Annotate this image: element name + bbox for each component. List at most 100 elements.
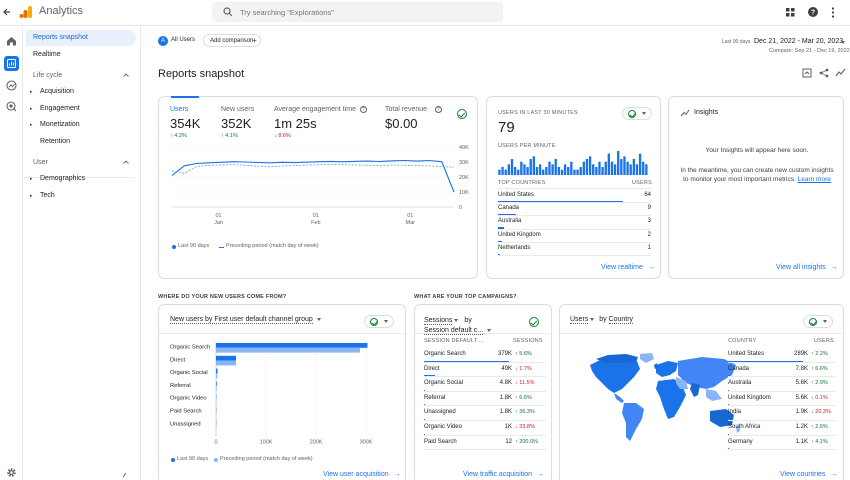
more-vert-icon[interactable]	[831, 7, 835, 18]
section-new-users: Where do your new users come from?	[158, 294, 287, 300]
country-row[interactable]: Canada 7.8K ↑ 6.6%	[728, 366, 836, 380]
per-minute-bar	[523, 164, 526, 175]
country-compare-menu[interactable]	[803, 315, 833, 328]
country-row[interactable]: United States 289K ↑ 2.2%	[728, 351, 836, 365]
per-minute-bar	[604, 161, 607, 175]
metric-tile[interactable]: Users 354K ↑ 4.2%	[170, 106, 220, 144]
chevron-down-icon	[642, 112, 646, 115]
country-row[interactable]: Canada 9	[498, 205, 651, 218]
country-row[interactable]: United States 64	[498, 192, 651, 205]
campaign-row[interactable]: Organic Social 4.8K ↓ 11.5%	[424, 380, 546, 394]
nav-section-user[interactable]: User	[33, 159, 48, 166]
acq-compare-menu[interactable]	[364, 315, 394, 328]
chevron-up-icon[interactable]	[123, 160, 129, 164]
country-row[interactable]: Australia 3	[498, 218, 651, 231]
insights-trend-icon[interactable]	[835, 68, 846, 78]
country-metric-picker[interactable]: Users by Country	[570, 316, 634, 324]
per-minute-bar	[498, 169, 501, 175]
customize-report-icon[interactable]	[802, 68, 812, 78]
country-row[interactable]: Germany 1.1K ↑ 4.1%	[728, 439, 836, 453]
date-range-picker[interactable]: Last 90 days Dec 21, 2022 - Mar 20, 2023…	[720, 36, 850, 56]
nav-item-demographics[interactable]: ▸ Demographics	[30, 175, 135, 187]
chevron-down-icon	[823, 320, 827, 323]
check-icon[interactable]	[457, 109, 467, 119]
collapse-nav-icon[interactable]	[119, 472, 127, 478]
map-canada	[596, 354, 638, 363]
search-bar[interactable]	[212, 2, 503, 22]
info-icon[interactable]: ?	[359, 106, 367, 113]
check-icon	[809, 317, 817, 326]
map-uk	[654, 363, 658, 369]
acq-dimension-picker[interactable]: New users by First user default channel …	[170, 316, 321, 324]
segment-avatar: A	[158, 36, 168, 46]
change-value: 1.7%	[519, 365, 532, 372]
nav-item-tech[interactable]: ▸ Tech	[30, 192, 135, 204]
realtime-compare-menu[interactable]	[622, 107, 652, 120]
country-name: Canada	[498, 205, 520, 212]
country-row[interactable]: India 1.9K ↓ 20.3%	[728, 409, 836, 423]
nav-section-lifecycle[interactable]: Life cycle	[33, 72, 63, 79]
campaign-row[interactable]: Organic Video 1K ↓ 33.8%	[424, 424, 546, 438]
learn-more-link[interactable]: Learn more	[797, 176, 831, 183]
campaign-row[interactable]: Direct 49K ↓ 1.7%	[424, 366, 546, 380]
view-user-acquisition-link[interactable]: View user acquisition →	[323, 471, 401, 478]
campaign-row[interactable]: Referral 1.8K ↑ 6.6%	[424, 395, 546, 409]
change-value: 0.1%	[815, 394, 828, 401]
check-icon[interactable]	[529, 317, 539, 327]
change-value: 11.5%	[519, 380, 535, 387]
nav-item-acquisition[interactable]: ▸ Acquisition	[30, 88, 135, 100]
reports-icon[interactable]	[4, 56, 19, 71]
per-minute-bar	[532, 156, 535, 175]
nav-item-monetization[interactable]: ▸ Monetization	[30, 121, 135, 133]
campaign-row[interactable]: Paid Search 12 ↑ 200.0%	[424, 439, 546, 453]
back-arrow-icon[interactable]	[2, 6, 12, 18]
view-countries-link[interactable]: View countries →	[780, 471, 837, 478]
country-row[interactable]: United Kingdom 2	[498, 232, 651, 245]
country-change: ↓ 20.3%	[811, 409, 831, 415]
metric-tile[interactable]: Average engagement time? 1m 25s ↓ 8.6%	[274, 106, 379, 144]
campaign-row[interactable]: Unassigned 1.8K ↑ 36.3%	[424, 409, 546, 423]
expand-arrow-icon: ▸	[30, 105, 33, 112]
settings-gear-icon[interactable]	[6, 467, 17, 478]
row-divider	[728, 390, 836, 392]
metric-value: $0.00	[385, 116, 418, 131]
view-all-insights-link[interactable]: View all insights →	[776, 264, 838, 271]
share-icon[interactable]	[819, 68, 829, 78]
home-icon[interactable]	[6, 36, 17, 46]
realtime-card: Users in last 30 minutes 79 Users per mi…	[486, 96, 661, 279]
arrow-right-icon: →	[830, 264, 838, 271]
help-icon[interactable]: ?	[808, 7, 818, 17]
metric-tile[interactable]: Total revenue? $0.00	[385, 106, 442, 144]
explore-icon[interactable]	[6, 80, 17, 91]
metric-tile[interactable]: New users 352K ↑ 4.1%	[221, 106, 271, 144]
country-share-bar	[498, 240, 502, 242]
nav-item-realtime[interactable]: Realtime	[33, 51, 61, 58]
search-input[interactable]	[240, 5, 490, 19]
nav-item-engagement[interactable]: ▸ Engagement	[30, 105, 135, 117]
campaigns-card: Sessions by Session default c... Session…	[414, 304, 553, 480]
advertising-icon[interactable]	[6, 101, 17, 112]
view-traffic-acquisition-link[interactable]: View traffic acquisition →	[463, 471, 544, 478]
apps-grid-icon[interactable]	[786, 8, 795, 17]
country-row[interactable]: Netherlands 1	[498, 245, 651, 258]
countries-card: Users by Country Country Users View coun…	[559, 304, 845, 480]
nav-item-retention[interactable]: Retention	[30, 138, 135, 150]
campaign-metric-picker[interactable]: Sessions by Session default c...	[424, 316, 492, 336]
map-europe	[656, 361, 678, 377]
change-value: 5.6%	[519, 351, 532, 357]
card-divider	[159, 333, 407, 334]
country-row[interactable]: Australia 5.6K ↑ 2.9%	[728, 380, 836, 394]
country-row[interactable]: South Africa 1.2K ↑ 2.5%	[728, 424, 836, 438]
country-row[interactable]: United Kingdom 5.6K ↓ 0.1%	[728, 395, 836, 409]
add-comparison-button[interactable]: Add comparison +	[203, 34, 261, 47]
nav-item-reports-snapshot[interactable]: Reports snapshot	[26, 30, 136, 46]
expand-arrow-icon: ▸	[30, 122, 33, 128]
campaign-name: Organic Search	[424, 351, 466, 357]
per-minute-bar	[623, 156, 626, 175]
plus-icon: +	[252, 36, 257, 45]
metric-label: Users	[570, 316, 589, 324]
campaign-row[interactable]: Organic Search 379K ↑ 5.6%	[424, 351, 546, 365]
info-icon[interactable]: ?	[434, 106, 442, 113]
view-realtime-link[interactable]: View realtime →	[601, 264, 655, 271]
chevron-up-icon[interactable]	[123, 73, 129, 77]
